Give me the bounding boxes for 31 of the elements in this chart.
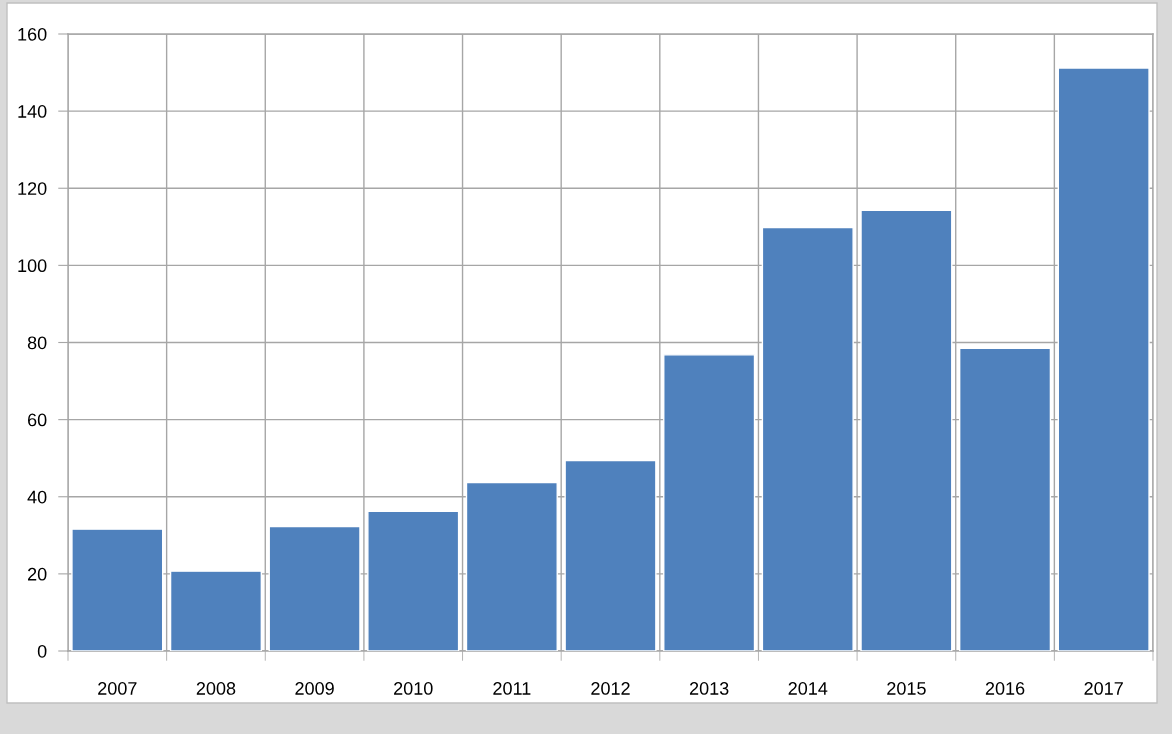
bar [71, 528, 164, 651]
y-tick-label: 60 [28, 413, 47, 427]
bar [663, 354, 756, 651]
bar [268, 525, 361, 651]
y-tick-label: 120 [18, 182, 47, 195]
x-tick-label: 2013 [689, 682, 729, 695]
x-tick-label: 2011 [493, 682, 531, 695]
x-tick-label: 2008 [196, 682, 236, 695]
bar [465, 481, 558, 651]
bar [761, 226, 854, 651]
x-tick-label: 2015 [887, 682, 926, 695]
y-tick-label: 160 [18, 27, 47, 41]
x-tick-label: 2009 [295, 682, 334, 695]
bar [169, 570, 263, 651]
x-tick-label: 2010 [394, 682, 433, 695]
bar [958, 347, 1052, 651]
y-tick-label: 40 [27, 490, 47, 504]
bar [367, 510, 460, 651]
y-tick-label: 20 [27, 567, 47, 581]
y-tick-label: 0 [37, 644, 47, 658]
y-tick-label: 140 [18, 105, 47, 118]
x-tick-label: 2016 [985, 682, 1025, 695]
x-tick-label: 2012 [591, 682, 630, 695]
x-tick-label: 2014 [788, 682, 828, 695]
bar [564, 459, 657, 651]
x-tick-label: 2007 [98, 682, 137, 695]
bar [860, 209, 953, 651]
y-tick-label: 80 [27, 336, 47, 350]
y-tick-label: 100 [18, 259, 47, 273]
bar [1057, 67, 1150, 651]
x-tick-label: 2017 [1084, 682, 1123, 695]
